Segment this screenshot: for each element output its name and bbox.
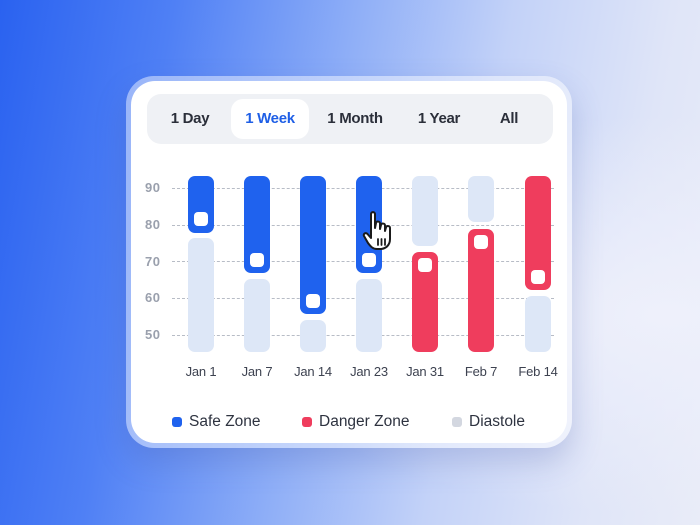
diastole-bar-jan14 <box>300 320 326 352</box>
diastole-bar-feb7 <box>468 176 494 222</box>
tab-1-week[interactable]: 1 Week <box>231 99 309 139</box>
value-marker <box>474 235 488 249</box>
legend-dot-safe <box>172 417 182 427</box>
x-label-jan23: Jan 23 <box>350 364 388 379</box>
danger-bar-jan31[interactable] <box>412 252 438 352</box>
legend-dot-danger <box>302 417 312 427</box>
legend-label: Danger Zone <box>319 413 410 430</box>
x-label-jan31: Jan 31 <box>406 364 444 379</box>
diastole-bar-jan1 <box>188 238 214 352</box>
tab-1-day[interactable]: 1 Day <box>170 110 210 127</box>
tab-all[interactable]: All <box>499 110 519 127</box>
value-marker <box>250 253 264 267</box>
y-tick-90: 90 <box>145 180 161 195</box>
hand-pointer-cursor-icon <box>362 211 391 250</box>
x-label-jan1: Jan 1 <box>185 364 217 379</box>
value-marker <box>306 294 320 308</box>
diastole-bar-jan31 <box>412 176 438 246</box>
tab-1-year[interactable]: 1 Year <box>417 110 461 127</box>
value-marker <box>531 270 545 284</box>
safe-bar-jan7[interactable] <box>244 176 270 273</box>
value-marker <box>194 212 208 226</box>
diastole-bar-jan23 <box>356 279 382 352</box>
tab-1-month[interactable]: 1 Month <box>327 110 383 127</box>
value-marker <box>418 258 432 272</box>
legend-label: Safe Zone <box>189 413 261 430</box>
diastole-bar-feb14 <box>525 296 551 352</box>
legend-danger-zone: Danger Zone <box>302 413 409 431</box>
y-tick-60: 60 <box>145 290 161 305</box>
time-range-tabs: 1 Day 1 Week 1 Month 1 Year All <box>147 94 553 144</box>
safe-bar-jan14[interactable] <box>300 176 326 314</box>
y-tick-50: 50 <box>145 327 161 342</box>
value-marker <box>362 253 376 267</box>
danger-bar-feb14[interactable] <box>525 176 551 290</box>
x-label-jan7: Jan 7 <box>241 364 273 379</box>
x-label-jan14: Jan 14 <box>294 364 332 379</box>
legend-diastole: Diastole <box>452 413 525 431</box>
legend-dot-diastole <box>452 417 462 427</box>
safe-bar-jan1[interactable] <box>188 176 214 233</box>
y-tick-80: 80 <box>145 217 161 232</box>
x-label-feb7: Feb 7 <box>464 364 498 379</box>
danger-bar-feb7[interactable] <box>468 229 494 352</box>
diastole-bar-jan7 <box>244 279 270 352</box>
x-label-feb14: Feb 14 <box>518 364 558 379</box>
legend-label: Diastole <box>469 413 525 430</box>
y-tick-70: 70 <box>145 254 161 269</box>
legend-safe-zone: Safe Zone <box>172 413 261 431</box>
